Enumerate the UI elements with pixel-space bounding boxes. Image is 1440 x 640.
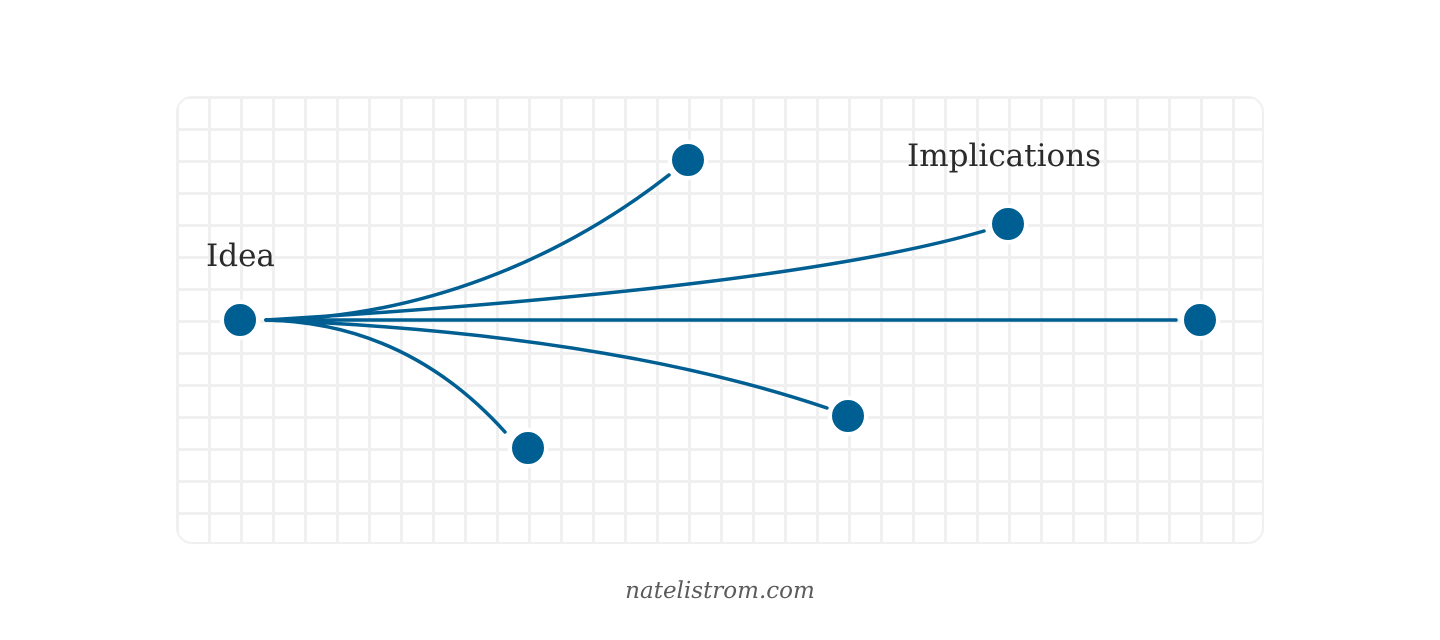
edge-idea-to-implication-5 (264, 318, 507, 434)
footer-credit: natelistrom.com (625, 578, 815, 604)
implications-label: Implications (907, 138, 1102, 174)
implication-node-2 (988, 204, 1028, 244)
idea-node (220, 300, 260, 340)
idea-label: Idea (206, 238, 275, 274)
implication-node-5 (508, 428, 548, 468)
edge-idea-to-implication-1 (264, 173, 671, 322)
edge-idea-to-implication-2 (264, 229, 986, 322)
implication-node-3 (1180, 300, 1220, 340)
implication-node-1 (668, 140, 708, 180)
edge-idea-to-implication-4 (264, 318, 829, 410)
implication-node-4 (828, 396, 868, 436)
